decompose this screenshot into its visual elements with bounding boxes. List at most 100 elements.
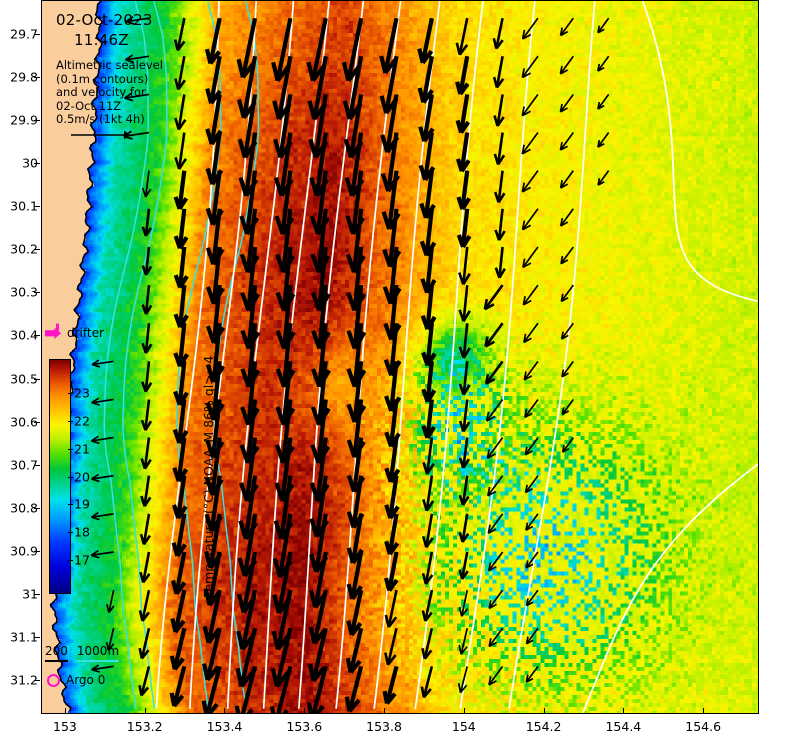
header-date: 02-Oct-2023	[56, 11, 153, 29]
drifter-marker[interactable]	[55, 323, 59, 331]
header-desc-line-1: (0.1m contours)	[56, 71, 149, 86]
velocity-arrow	[173, 284, 189, 329]
velocity-arrow	[525, 551, 539, 569]
velocity-arrow	[384, 627, 398, 666]
velocity-arrow	[494, 208, 506, 241]
colorbar-tick-label: 21	[74, 441, 90, 457]
y-axis-tick-mark	[34, 378, 40, 380]
colorbar-tick-label: 22	[74, 413, 90, 429]
velocity-arrow	[484, 322, 504, 348]
y-axis-tick-label: 29.9	[10, 112, 38, 128]
x-axis-tick-label: 153.2	[126, 719, 163, 734]
velocity-arrow	[487, 551, 504, 572]
y-axis-tick-label: 30.6	[10, 414, 38, 430]
velocity-arrow	[141, 246, 153, 276]
velocity-arrow	[597, 132, 610, 148]
y-axis-tick-label: 29.7	[10, 26, 38, 42]
bathy-1000-line-swatch	[76, 660, 120, 662]
sst-raster-layer	[42, 1, 758, 713]
x-axis-tick-label: 154.2	[525, 719, 562, 734]
velocity-arrow	[492, 17, 504, 50]
velocity-arrow	[525, 589, 539, 607]
y-axis-tick-label: 30.2	[10, 241, 38, 257]
velocity-arrow	[559, 170, 574, 189]
bathymetry-contour-200m	[103, 1, 149, 709]
velocity-arrow	[458, 361, 471, 396]
velocity-arrow	[421, 551, 434, 585]
copyright-notice: © IMOS 07-Oct-2023 19:01:59 Hobart time	[770, 0, 800, 714]
velocity-arrow	[421, 399, 436, 439]
x-axis-tick-mark	[224, 708, 226, 714]
velocity-arrow	[597, 17, 610, 34]
velocity-arrow	[597, 55, 610, 72]
velocity-scale-arrow-icon	[56, 129, 163, 141]
velocity-arrow	[171, 513, 187, 558]
y-axis-tick-label: 29.8	[10, 69, 38, 85]
velocity-arrow	[141, 208, 153, 237]
y-axis-tick-mark	[34, 206, 40, 208]
velocity-arrow	[525, 513, 539, 531]
bathymetry-legend: 200 1000m	[45, 644, 120, 662]
x-axis-tick-label: 153	[52, 719, 77, 734]
colorbar-tick-label: 19	[74, 496, 90, 512]
velocity-arrow	[382, 665, 399, 705]
velocity-arrow	[172, 399, 189, 445]
velocity-arrow	[421, 322, 437, 367]
y-axis-tick-mark	[34, 421, 40, 423]
velocity-arrow	[417, 17, 434, 65]
y-axis-tick-mark	[34, 77, 40, 79]
velocity-arrow	[420, 284, 437, 331]
velocity-arrow	[484, 360, 504, 385]
velocity-arrow	[494, 170, 506, 204]
velocity-arrow	[90, 435, 114, 445]
velocity-arrow	[559, 208, 574, 227]
y-axis-tick-label: 30.1	[10, 198, 38, 214]
velocity-vector-field	[90, 16, 610, 713]
x-axis-tick-mark	[623, 708, 625, 714]
y-axis-tick-label: 30	[22, 155, 38, 171]
argo-legend-label: Argo 0	[66, 673, 106, 687]
velocity-arrow	[561, 437, 574, 453]
velocity-arrow	[91, 359, 114, 368]
velocity-arrow	[560, 284, 574, 303]
colorbar-title: Temperature (°C) NOAA_M 86% ql>=4	[88, 356, 329, 597]
velocity-arrow	[523, 360, 539, 381]
velocity-arrow	[422, 437, 435, 475]
velocity-arrow	[201, 665, 222, 713]
velocity-arrow	[488, 589, 504, 610]
map-plot-area[interactable]	[41, 0, 759, 714]
velocity-arrow	[493, 132, 506, 166]
velocity-arrow	[521, 93, 539, 117]
velocity-arrow	[487, 475, 504, 497]
bathy-1000-label: 1000m	[76, 644, 120, 658]
y-axis-tick-label: 31	[22, 586, 38, 602]
velocity-arrow	[384, 475, 400, 520]
colorbar-tick	[68, 560, 73, 562]
x-axis-tick-label: 153.4	[206, 719, 243, 734]
colorbar-tick	[68, 420, 73, 422]
velocity-arrow	[384, 589, 398, 628]
y-axis-tick-label: 30.5	[10, 371, 38, 386]
velocity-arrow	[421, 627, 434, 660]
colorbar-tick	[68, 392, 73, 394]
y-axis-tick-mark	[34, 292, 40, 294]
x-axis-tick-mark	[144, 708, 146, 714]
y-axis-tick-mark	[34, 550, 40, 552]
x-axis-tick-label: 154.6	[685, 719, 722, 734]
velocity-arrow	[173, 208, 189, 250]
velocity-arrow	[174, 56, 186, 91]
velocity-arrow	[457, 666, 469, 694]
velocity-arrow	[559, 17, 574, 37]
velocity-arrow	[91, 664, 114, 673]
velocity-arrow	[458, 551, 469, 580]
velocity-arrow	[597, 170, 610, 186]
velocity-arrow	[421, 361, 437, 403]
velocity-arrow	[421, 589, 434, 622]
velocity-arrow	[521, 208, 539, 231]
drifter-legend-label: drifter	[67, 326, 104, 340]
velocity-arrow	[205, 55, 222, 105]
velocity-arrow	[384, 551, 399, 592]
y-axis-tick-label: 30.4	[10, 327, 38, 343]
velocity-arrow	[141, 323, 153, 354]
